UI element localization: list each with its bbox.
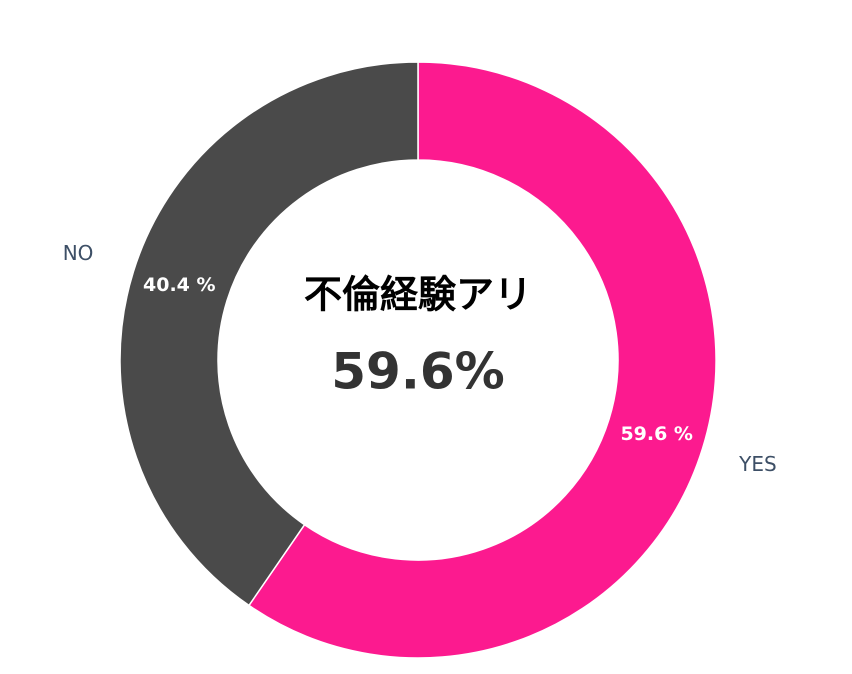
donut-segment xyxy=(119,61,419,607)
center-value: 59.6% xyxy=(331,343,504,401)
value-label: 59.6 % xyxy=(620,423,693,445)
donut-segment xyxy=(247,61,717,659)
category-label: YES xyxy=(738,452,777,476)
category-label: NO xyxy=(63,241,94,265)
value-label: 40.4 % xyxy=(143,274,216,296)
center-title: 不倫経験アリ xyxy=(304,273,532,317)
